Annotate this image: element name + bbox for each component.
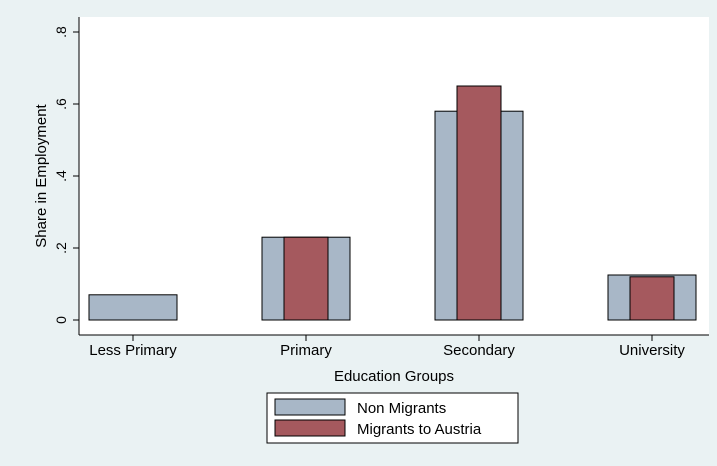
y-tick-label: .4 <box>53 170 69 182</box>
bar-migrants-to-austria-secondary <box>456 85 502 321</box>
legend-label-migrants-to-austria: Migrants to Austria <box>357 421 482 438</box>
x-tick-label: Primary <box>280 342 332 359</box>
plot-area <box>79 17 709 335</box>
legend-label-non-migrants: Non Migrants <box>357 400 446 417</box>
y-axis-label: Share in Employment <box>33 103 50 247</box>
bars-layer <box>88 85 697 321</box>
bar-migrants-to-austria-primary <box>283 236 329 321</box>
x-tick-label: Secondary <box>443 342 515 359</box>
bar-non-migrants-less-primary <box>88 294 178 321</box>
x-axis-label: Education Groups <box>334 368 454 385</box>
x-tick-label: Less Primary <box>89 342 177 359</box>
legend-swatch-non-migrants <box>274 398 346 416</box>
legend: Non Migrants Migrants to Austria <box>266 392 519 444</box>
y-tick-label: .6 <box>53 98 69 110</box>
x-tick-label: University <box>619 342 685 359</box>
y-ticks: 0 .2 .4 .6 .8 <box>53 26 79 324</box>
bar-migrants-to-austria-university <box>629 276 675 321</box>
x-ticks: Less Primary Primary Secondary University <box>89 335 685 359</box>
y-tick-label: .8 <box>53 26 69 38</box>
y-tick-label: 0 <box>53 316 69 324</box>
y-tick-label: .2 <box>53 242 69 254</box>
legend-swatch-migrants-to-austria <box>274 419 346 437</box>
